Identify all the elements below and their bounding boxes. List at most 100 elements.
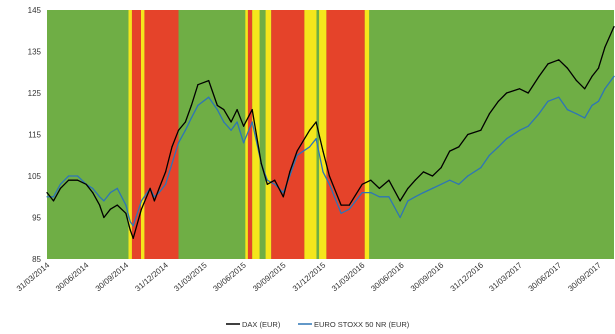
data-point-0-57	[488, 113, 490, 115]
data-point-0-37	[309, 129, 311, 131]
x-tick-label-3: 31/12/2014	[133, 260, 170, 293]
data-point-1-3	[68, 175, 70, 177]
data-point-1-65	[566, 109, 569, 111]
regime-band-1	[131, 10, 141, 259]
data-point-1-56	[480, 167, 482, 169]
series-line-euro-stoxx-50-nr-eur	[47, 76, 615, 227]
data-point-1-40	[328, 183, 330, 185]
data-point-0-43	[361, 183, 363, 185]
data-point-0-20	[177, 129, 180, 131]
data-point-0-1	[52, 200, 55, 202]
y-tick-label-145: 145	[28, 6, 42, 15]
data-point-1-9	[109, 192, 111, 194]
x-tick-label-12: 31/03/2017	[487, 260, 524, 293]
regime-band-7	[265, 10, 272, 259]
data-point-0-6	[92, 192, 94, 194]
y-tick-label-135: 135	[28, 48, 42, 57]
data-point-0-10	[116, 204, 118, 206]
data-point-1-34	[282, 192, 284, 194]
data-point-0-41	[340, 204, 342, 206]
data-point-0-24	[208, 80, 210, 82]
data-point-0-35	[289, 171, 291, 173]
data-point-1-8	[103, 200, 105, 202]
y-tick-label-105: 105	[28, 172, 42, 181]
data-point-1-60	[519, 129, 521, 131]
data-point-1-63	[547, 100, 549, 102]
data-point-1-55	[467, 175, 469, 177]
data-point-0-17	[158, 187, 160, 189]
data-point-0-33	[274, 179, 276, 181]
data-point-0-27	[230, 121, 232, 123]
x-tick-label-14: 30/09/2017	[566, 260, 603, 293]
data-point-1-25	[216, 109, 218, 111]
data-point-1-43	[361, 192, 363, 194]
x-tick-label-8: 31/03/2016	[330, 260, 367, 293]
x-tick-label-4: 31/03/2015	[172, 260, 209, 293]
data-point-0-46	[388, 179, 390, 181]
data-point-1-67	[584, 117, 586, 119]
data-point-0-8	[103, 216, 105, 219]
data-point-0-39	[322, 150, 324, 152]
data-point-1-47	[399, 216, 401, 219]
data-point-1-62	[538, 113, 540, 115]
data-point-1-57	[488, 154, 490, 156]
data-point-1-26	[223, 121, 225, 123]
y-tick-label-125: 125	[28, 89, 42, 98]
regime-bands	[128, 10, 370, 259]
data-point-1-51	[431, 187, 434, 189]
data-point-0-26	[223, 109, 225, 111]
data-point-1-1	[52, 196, 55, 198]
data-point-1-32	[266, 179, 268, 181]
data-point-1-41	[340, 212, 342, 214]
data-point-1-11	[125, 204, 127, 206]
data-point-1-71	[613, 75, 615, 77]
legend-label-euro-stoxx-50: EURO STOXX 50 NR (EUR)	[314, 320, 410, 329]
data-point-0-29	[243, 125, 245, 127]
data-point-0-53	[449, 150, 451, 152]
data-point-0-11	[125, 212, 127, 214]
data-point-1-13	[132, 225, 134, 227]
data-point-0-50	[422, 171, 424, 173]
data-point-0-23	[197, 84, 199, 86]
data-point-0-40	[328, 175, 330, 177]
data-point-1-16	[153, 196, 155, 198]
x-tick-label-7: 31/12/2015	[291, 260, 328, 293]
data-point-1-45	[378, 196, 380, 198]
data-point-0-42	[348, 204, 350, 206]
regime-band-2	[140, 10, 145, 259]
data-point-1-2	[59, 183, 62, 185]
data-point-1-21	[184, 129, 186, 131]
regime-band-10	[319, 10, 327, 259]
data-point-1-54	[458, 183, 460, 185]
data-point-0-55	[467, 133, 469, 136]
data-point-0-69	[597, 67, 600, 69]
x-tick-label-0: 31/03/2014	[15, 260, 52, 293]
data-point-1-38	[315, 138, 317, 140]
data-point-1-37	[309, 146, 311, 148]
data-point-0-7	[99, 204, 101, 206]
data-point-0-66	[575, 80, 578, 82]
data-point-0-56	[480, 129, 482, 131]
data-point-1-44	[370, 192, 372, 194]
data-point-0-16	[153, 200, 155, 202]
data-point-1-14	[140, 200, 142, 202]
data-point-0-30	[251, 109, 253, 111]
data-point-0-62	[538, 75, 540, 77]
x-tick-label-6: 30/09/2015	[251, 260, 288, 293]
data-point-1-36	[296, 154, 298, 156]
data-point-0-45	[378, 187, 380, 189]
data-point-1-53	[449, 179, 451, 181]
data-point-1-12	[129, 221, 131, 223]
data-point-0-25	[216, 104, 218, 106]
data-point-0-9	[109, 208, 111, 210]
data-point-1-70	[604, 88, 606, 90]
data-point-0-28	[236, 109, 238, 111]
legend-label-dax: DAX (EUR)	[242, 320, 281, 329]
data-point-0-70	[604, 46, 606, 48]
x-tick-label-9: 30/06/2016	[369, 260, 406, 293]
data-point-1-24	[208, 96, 210, 98]
data-point-1-29	[243, 142, 245, 144]
data-point-1-28	[236, 121, 238, 123]
data-point-0-15	[149, 187, 151, 189]
data-point-0-12	[129, 229, 131, 231]
